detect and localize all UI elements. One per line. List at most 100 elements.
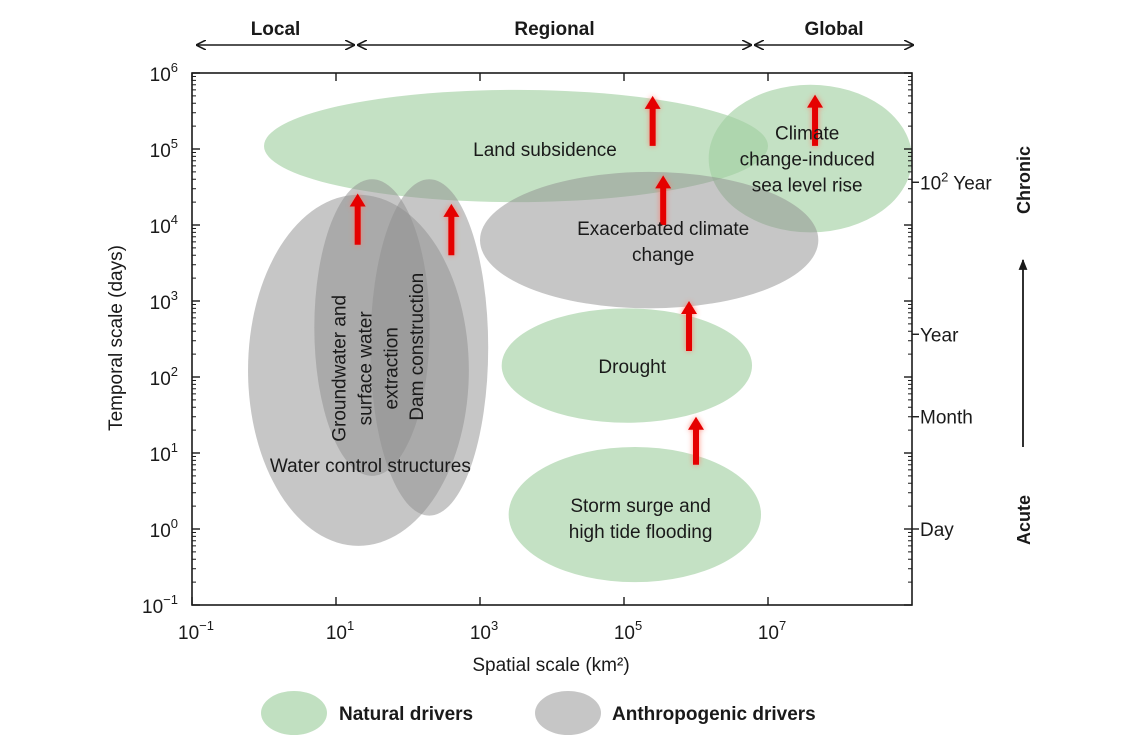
label-water-control-structures: Water control structures: [270, 456, 471, 477]
label-exacerbated-climate-change-line-0: Exacerbated climate: [577, 219, 749, 240]
increase-arrow-body-4: [681, 301, 698, 351]
increase-arrow-6: [807, 94, 824, 146]
scale-band-label-local: Local: [251, 19, 301, 40]
right-time-label-base: 10: [920, 173, 941, 194]
y-tick-label-5: 104: [150, 212, 178, 238]
y-tick-label-6-exp: 5: [171, 136, 178, 151]
increase-arrow-body-1: [443, 203, 460, 256]
y-tick-label-6: 105: [150, 136, 178, 162]
label-groundwater-extraction: Groundwater and surface water extraction: [330, 295, 403, 442]
legend-label-anthropogenic: Anthropogenic drivers: [612, 704, 816, 725]
right-time-label-1: Month: [920, 408, 973, 429]
label-groundwater-extraction-line-1: surface water: [356, 311, 377, 426]
label-dam-construction-line-0: Dam construction: [407, 273, 428, 421]
label-dam-construction: Dam construction: [407, 273, 428, 421]
x-tick-label-4: 107: [758, 618, 786, 644]
y-tick-label-4-base: 10: [150, 293, 171, 314]
label-climate-sea-level-rise: Climate change-induced sea level rise: [740, 123, 875, 196]
ellipse-dam-construction: [370, 179, 489, 516]
x-tick-label-4-base: 10: [758, 623, 779, 644]
y-tick-label-1-exp: 0: [171, 516, 178, 531]
legend-swatch-anthropogenic: [535, 691, 601, 735]
x-tick-label-4-exp: 7: [779, 618, 786, 633]
increase-arrow-0: [349, 193, 366, 245]
label-drought: Drought: [598, 357, 666, 378]
plot-frame: [191, 72, 913, 606]
increase-arrow-body-5: [688, 416, 704, 465]
y-axis-label: Temporal scale (days): [106, 245, 127, 431]
y-tick-label-6-base: 10: [150, 141, 171, 162]
label-groundwater-extraction-line-2: extraction: [382, 327, 403, 409]
anthropogenic-driver-ellipses: [248, 171, 819, 546]
acute-chronic-axis: Chronic Acute: [1014, 146, 1034, 545]
label-storm-surge: Storm surge and high tide flooding: [569, 496, 713, 543]
y-tick-label-3: 102: [150, 364, 178, 390]
y-tick-label-7-exp: 6: [171, 60, 178, 75]
x-tick-label-0-base: 10: [178, 623, 199, 644]
right-time-label-exp: 2: [941, 169, 948, 184]
y-tick-label-1-base: 10: [150, 521, 171, 542]
y-tick-label-0: 10−1: [142, 592, 178, 618]
driver-labels: Land subsidence Climate change-induced sea …: [270, 123, 875, 542]
increase-arrow-body-2: [644, 95, 661, 146]
y-tick-label-1: 100: [150, 516, 178, 542]
x-tick-label-3-base: 10: [614, 623, 635, 644]
label-climate-sea-level-rise-line-0: Climate: [775, 123, 839, 144]
label-exacerbated-climate-change: Exacerbated climate change: [577, 219, 749, 266]
increase-arrow-1: [443, 203, 460, 256]
chronic-label: Chronic: [1014, 146, 1034, 214]
label-storm-surge-line-0: Storm surge and: [570, 496, 710, 517]
y-tick-label-2: 101: [150, 440, 178, 466]
legend-label-natural: Natural drivers: [339, 704, 473, 725]
label-exacerbated-climate-change-line-1: change: [632, 245, 694, 266]
right-time-label-3: 102 Year: [920, 169, 992, 194]
y-tick-label-3-exp: 2: [171, 364, 178, 379]
y-tick-label-7: 106: [150, 60, 178, 86]
right-time-label-2: Year: [920, 325, 959, 346]
label-climate-sea-level-rise-line-1: change-induced: [740, 149, 875, 170]
right-time-label-0: Day: [920, 520, 954, 541]
x-tick-label-2-exp: 3: [491, 618, 498, 633]
acute-label: Acute: [1014, 495, 1034, 545]
label-land-subsidence: Land subsidence: [473, 140, 617, 161]
increase-arrow-4: [681, 301, 698, 351]
label-groundwater-extraction-line-0: Groundwater and: [330, 295, 351, 442]
y-tick-label-5-exp: 4: [171, 212, 178, 227]
x-tick-label-1-base: 10: [326, 623, 347, 644]
x-tick-label-3-exp: 5: [635, 618, 642, 633]
label-land-subsidence-line-0: Land subsidence: [473, 140, 617, 161]
increase-arrow-5: [688, 416, 704, 465]
label-drought-line-0: Drought: [598, 357, 666, 378]
x-tick-label-2-base: 10: [470, 623, 491, 644]
x-tick-label-0-exp: −1: [199, 618, 214, 633]
increase-arrows: [349, 94, 824, 465]
x-tick-label-3: 105: [614, 618, 642, 644]
legend: Natural drivers Anthropogenic drivers: [261, 691, 816, 735]
y-tick-label-0-exp: −1: [163, 592, 178, 607]
increase-arrow-3: [655, 175, 672, 225]
increase-arrow-2: [644, 95, 661, 146]
legend-swatch-natural: [261, 691, 327, 735]
x-tick-label-0: 10−1: [178, 618, 214, 644]
ellipse-storm-surge: [508, 446, 762, 583]
x-axis-label: Spatial scale (km²): [472, 655, 629, 676]
y-tick-label-4-exp: 3: [171, 288, 178, 303]
label-water-control-structures-line-0: Water control structures: [270, 456, 471, 477]
x-tick-label-1: 101: [326, 618, 354, 644]
y-tick-label-5-base: 10: [150, 217, 171, 238]
y-tick-label-3-base: 10: [150, 369, 171, 390]
right-time-label-suffix: Year: [948, 173, 992, 194]
y-tick-label-2-exp: 1: [171, 440, 178, 455]
increase-arrow-body-0: [349, 193, 366, 245]
y-tick-label-4: 103: [150, 288, 178, 314]
scale-band-label-global: Global: [804, 19, 863, 40]
y-tick-label-2-base: 10: [150, 445, 171, 466]
increase-arrow-body-6: [807, 94, 824, 146]
scale-band-label-regional: Regional: [514, 19, 594, 40]
ellipse-exacerbated-climate-change: [480, 171, 819, 309]
x-tick-label-2: 103: [470, 618, 498, 644]
y-tick-label-7-base: 10: [150, 65, 171, 86]
label-climate-sea-level-rise-line-2: sea level rise: [752, 175, 863, 196]
